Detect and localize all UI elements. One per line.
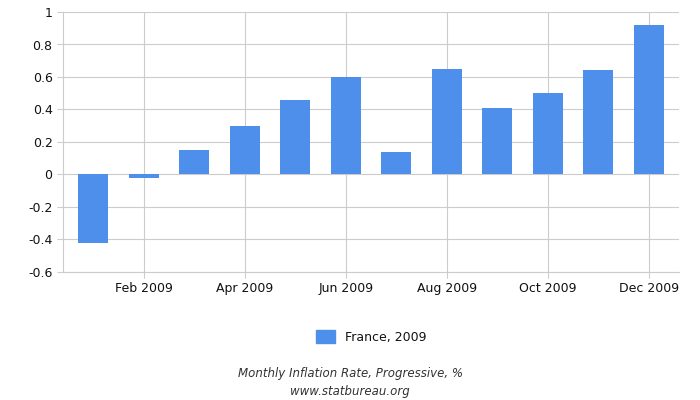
- Text: Monthly Inflation Rate, Progressive, %: Monthly Inflation Rate, Progressive, %: [237, 368, 463, 380]
- Bar: [533, 93, 563, 174]
- Bar: [78, 174, 108, 243]
- Bar: [583, 70, 613, 174]
- Legend: France, 2009: France, 2009: [311, 325, 431, 349]
- Bar: [230, 126, 260, 174]
- Bar: [381, 152, 412, 174]
- Text: www.statbureau.org: www.statbureau.org: [290, 385, 410, 398]
- Bar: [432, 69, 462, 174]
- Bar: [129, 174, 159, 178]
- Bar: [634, 25, 664, 174]
- Bar: [280, 100, 310, 174]
- Bar: [179, 150, 209, 174]
- Bar: [330, 77, 361, 174]
- Bar: [482, 108, 512, 174]
